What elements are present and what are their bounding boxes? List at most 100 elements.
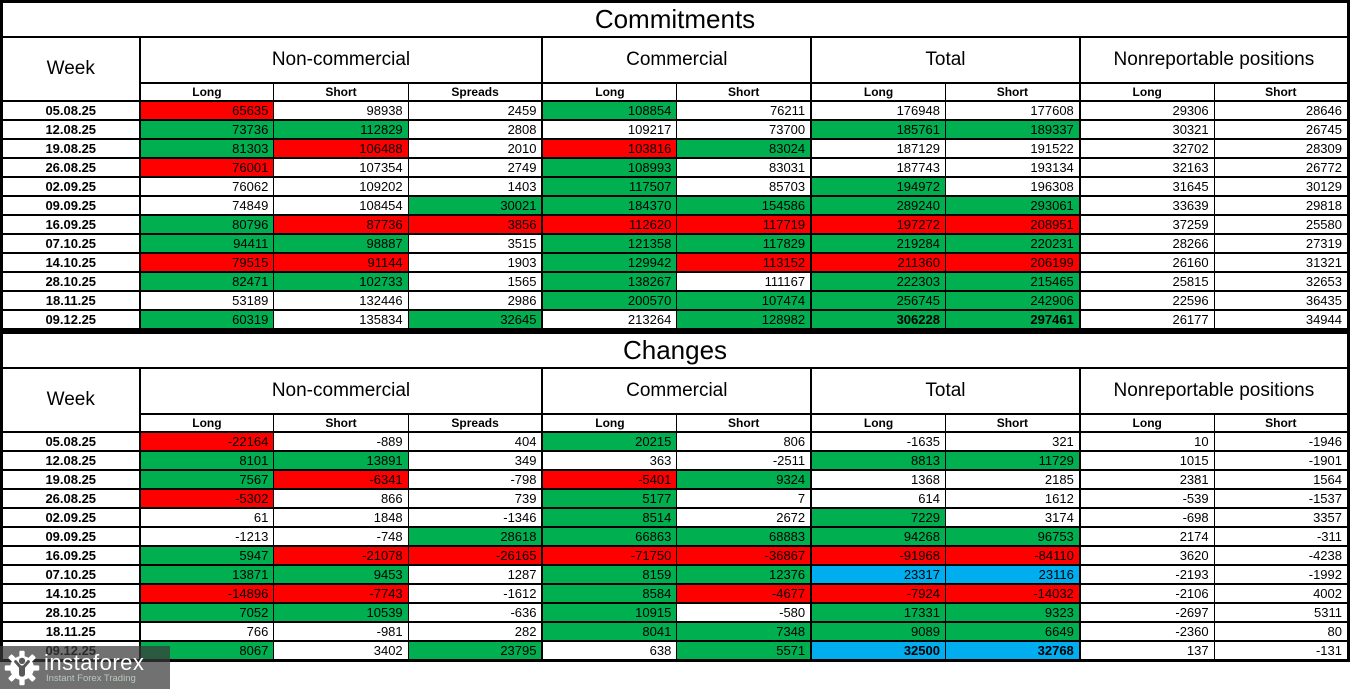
week-cell: 12.08.25 — [1, 119, 140, 140]
value-cell: 28646 — [1213, 100, 1350, 121]
value-cell: 121358 — [541, 233, 678, 254]
value-cell: -4677 — [676, 583, 812, 604]
value-cell: -748 — [273, 526, 409, 547]
value-cell: 76062 — [138, 176, 275, 197]
value-cell: 5311 — [1213, 602, 1350, 623]
week-cell: 02.09.25 — [1, 176, 140, 197]
value-cell: -2360 — [1078, 621, 1215, 642]
week-cell: 28.10.25 — [1, 602, 140, 623]
value-cell: -580 — [676, 602, 812, 623]
value-cell: 108854 — [541, 100, 678, 121]
value-cell: 154586 — [676, 195, 812, 216]
week-cell: 18.11.25 — [1, 621, 140, 642]
value-cell: 3402 — [273, 640, 409, 662]
value-cell: 638 — [541, 640, 678, 662]
value-cell: 4002 — [1213, 583, 1350, 604]
value-cell: 806 — [676, 431, 812, 452]
value-cell: 2808 — [407, 119, 543, 140]
value-cell: 94411 — [138, 233, 275, 254]
value-cell: -2193 — [1078, 564, 1215, 585]
value-cell: 8159 — [541, 564, 678, 585]
value-cell: 76211 — [676, 100, 812, 121]
week-cell: 16.09.25 — [1, 214, 140, 235]
value-cell: 98887 — [273, 233, 409, 254]
value-cell: 256745 — [810, 290, 946, 311]
group-header: Total — [810, 367, 1081, 415]
value-cell: 1403 — [407, 176, 543, 197]
value-cell: 10 — [1078, 431, 1215, 452]
value-cell: 2672 — [676, 507, 812, 528]
value-cell: 3856 — [407, 214, 543, 235]
section-title: Changes — [1, 331, 1349, 369]
value-cell: 6649 — [944, 621, 1081, 642]
value-cell: 132446 — [273, 290, 409, 311]
table-row: 18.11.25 766 -981 282 8041 7348 9089 6649 -2360 8… — [1, 621, 1350, 642]
table-row: 07.10.25 13871 9453 1287 8159 12376 23317 23116… — [1, 564, 1350, 585]
value-cell: 187743 — [810, 157, 946, 178]
value-cell: -2106 — [1078, 583, 1215, 604]
value-cell: 20215 — [541, 431, 678, 452]
value-cell: 8101 — [138, 450, 275, 471]
value-cell: 53189 — [138, 290, 275, 311]
value-cell: 289240 — [810, 195, 946, 216]
value-cell: 197272 — [810, 214, 946, 235]
value-cell: 7 — [676, 488, 812, 509]
sub-header: Short — [1213, 413, 1350, 433]
value-cell: -1901 — [1213, 450, 1350, 471]
value-cell: 193134 — [944, 157, 1081, 178]
sub-header: Short — [273, 82, 409, 102]
value-cell: 128982 — [676, 309, 812, 331]
sub-header: Long — [1078, 82, 1215, 102]
week-cell: 09.09.25 — [1, 526, 140, 547]
value-cell: 98938 — [273, 100, 409, 121]
sub-header: Short — [944, 82, 1081, 102]
value-cell: 32768 — [944, 640, 1081, 662]
table-row: 12.08.25 73736 112829 2808 109217 73700 185761… — [1, 119, 1350, 140]
value-cell: 2986 — [407, 290, 543, 311]
group-header: Commercial — [541, 36, 812, 84]
table-row: 02.09.25 61 1848 -1346 8514 2672 7229 3174 -698 3… — [1, 507, 1350, 528]
table-row: 09.09.25 -1213 -748 28618 66863 68883 94268 967… — [1, 526, 1350, 547]
value-cell: 10539 — [273, 602, 409, 623]
value-cell: -1346 — [407, 507, 543, 528]
value-cell: 25580 — [1213, 214, 1350, 235]
value-cell: 282 — [407, 621, 543, 642]
value-cell: 79515 — [138, 252, 275, 273]
group-header: Non-commercial — [138, 36, 543, 84]
value-cell: 26772 — [1213, 157, 1350, 178]
value-cell: 91144 — [273, 252, 409, 273]
value-cell: 13891 — [273, 450, 409, 471]
value-cell: 85703 — [676, 176, 812, 197]
changes-table: Changes Week Non-commercial Commercial Total… — [0, 331, 1350, 662]
value-cell: 107354 — [273, 157, 409, 178]
value-cell: 13871 — [138, 564, 275, 585]
week-cell: 05.08.25 — [1, 100, 140, 121]
value-cell: 3357 — [1213, 507, 1350, 528]
table-row: 09.09.25 74849 108454 30021 184370 154586 2892… — [1, 195, 1350, 216]
value-cell: 206199 — [944, 252, 1081, 273]
sub-header: Long — [138, 413, 275, 433]
value-cell: 129942 — [541, 252, 678, 273]
group-header: Commercial — [541, 367, 812, 415]
value-cell: 25815 — [1078, 271, 1215, 292]
value-cell: 96753 — [944, 526, 1081, 547]
table-row: 19.08.25 81303 106488 2010 103816 83024 187129… — [1, 138, 1350, 159]
value-cell: 9089 — [810, 621, 946, 642]
value-cell: 306228 — [810, 309, 946, 331]
sub-header: Spreads — [407, 413, 543, 433]
value-cell: -1946 — [1213, 431, 1350, 452]
value-cell: 196308 — [944, 176, 1081, 197]
table-row: 28.10.25 82471 102733 1565 138267 111167 22230… — [1, 271, 1350, 292]
table-row: 14.10.25 79515 91144 1903 129942 113152 211360… — [1, 252, 1350, 273]
value-cell: -84110 — [944, 545, 1081, 566]
table-row: 05.08.25 -22164 -889 404 20215 806 -1635 321 10-… — [1, 431, 1350, 452]
value-cell: 222303 — [810, 271, 946, 292]
value-cell: 68883 — [676, 526, 812, 547]
week-cell: 16.09.25 — [1, 545, 140, 566]
value-cell: -71750 — [541, 545, 678, 566]
value-cell: -311 — [1213, 526, 1350, 547]
value-cell: -7743 — [273, 583, 409, 604]
sub-header: Short — [273, 413, 409, 433]
value-cell: 112620 — [541, 214, 678, 235]
value-cell: 297461 — [944, 309, 1081, 331]
